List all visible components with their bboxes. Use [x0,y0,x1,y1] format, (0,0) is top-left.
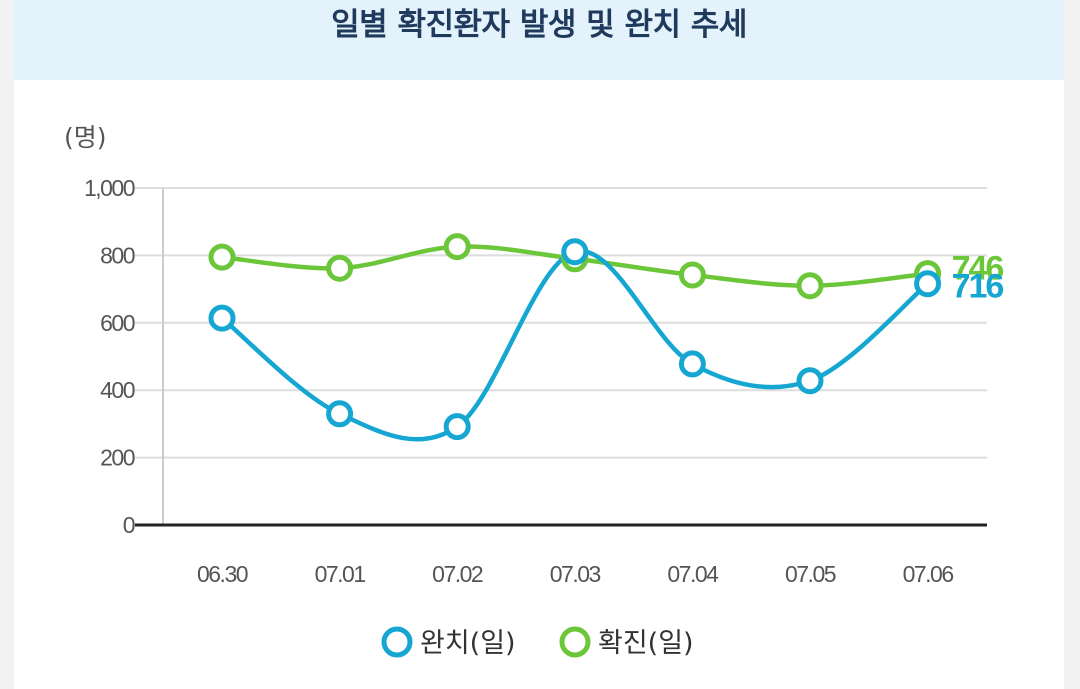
data-point[interactable] [326,254,354,282]
data-point[interactable] [678,261,706,289]
y-axis-ticks: 0 200 400 600 800 1,000 [84,175,136,538]
end-value-label: 746 [952,250,1004,288]
y-tick-label: 0 [123,512,135,538]
data-point[interactable] [796,367,824,395]
data-point[interactable] [208,243,236,271]
x-tick-label: 07.01 [315,561,366,587]
x-tick-label: 07.03 [550,561,601,587]
legend[interactable]: 완치(일) 확진(일) [381,626,694,659]
y-tick-label: 600 [100,310,135,336]
y-tick-label: 200 [100,445,135,471]
legend-label: 완치(일) [420,628,516,659]
data-point[interactable] [678,350,706,378]
data-point[interactable] [208,304,236,332]
legend-marker [381,626,413,658]
x-tick-label: 07.04 [667,561,719,587]
legend-item[interactable]: 완치(일) [381,626,516,659]
end-value-label: 716 [952,268,1004,306]
data-point[interactable] [443,413,471,441]
x-tick-label: 07.02 [432,561,483,587]
x-axis-ticks: 06.30 07.01 07.02 07.03 07.04 07.05 07.06 [197,561,955,587]
x-tick-label: 07.06 [903,561,954,587]
y-tick-label: 800 [100,242,135,268]
x-tick-label: 07.05 [785,561,836,587]
y-tick-label: 1,000 [84,175,135,201]
chart-card: 일별 확진환자 발생 및 완치 추세 [14,0,1064,689]
data-point[interactable] [443,233,471,261]
y-tick-label: 400 [100,377,135,403]
data-point[interactable] [796,272,824,300]
y-axis-unit-label: (명) [64,123,107,152]
legend-label: 확진(일) [598,628,694,659]
legend-marker [559,626,591,658]
legend-item[interactable]: 확진(일) [559,626,694,659]
data-point[interactable] [326,400,354,428]
title-bar: 일별 확진환자 발생 및 완치 추세 [14,0,1064,80]
data-point[interactable] [561,238,589,266]
chart-title: 일별 확진환자 발생 및 완치 추세 [331,7,747,43]
data-point[interactable] [914,270,942,298]
x-tick-label: 06.30 [197,561,248,587]
